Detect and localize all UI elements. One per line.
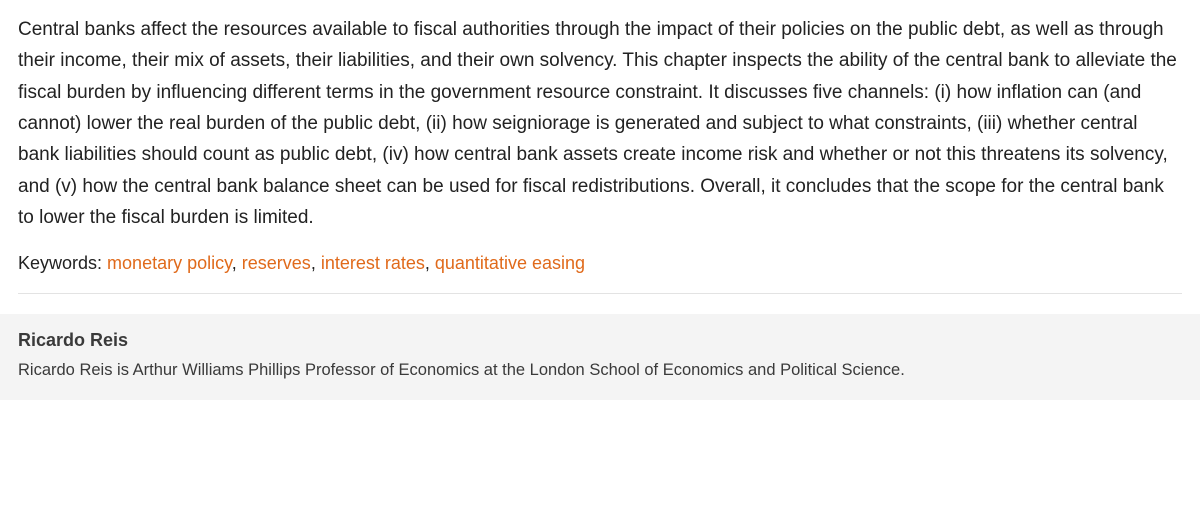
abstract-text: Central banks affect the resources avail… bbox=[0, 0, 1200, 251]
keyword-separator: , bbox=[311, 253, 321, 273]
keyword-link-monetary-policy[interactable]: monetary policy bbox=[107, 253, 232, 273]
keyword-separator: , bbox=[425, 253, 435, 273]
author-name: Ricardo Reis bbox=[18, 330, 1182, 351]
keywords-line: Keywords: monetary policy, reserves, int… bbox=[0, 251, 1200, 292]
keyword-link-reserves[interactable]: reserves bbox=[242, 253, 311, 273]
author-bio: Ricardo Reis is Arthur Williams Phillips… bbox=[18, 359, 1182, 382]
section-divider bbox=[18, 293, 1182, 294]
author-section: Ricardo Reis Ricardo Reis is Arthur Will… bbox=[0, 314, 1200, 400]
keywords-label: Keywords: bbox=[18, 253, 107, 273]
keyword-link-interest-rates[interactable]: interest rates bbox=[321, 253, 425, 273]
keyword-separator: , bbox=[232, 253, 242, 273]
keyword-link-quantitative-easing[interactable]: quantitative easing bbox=[435, 253, 585, 273]
